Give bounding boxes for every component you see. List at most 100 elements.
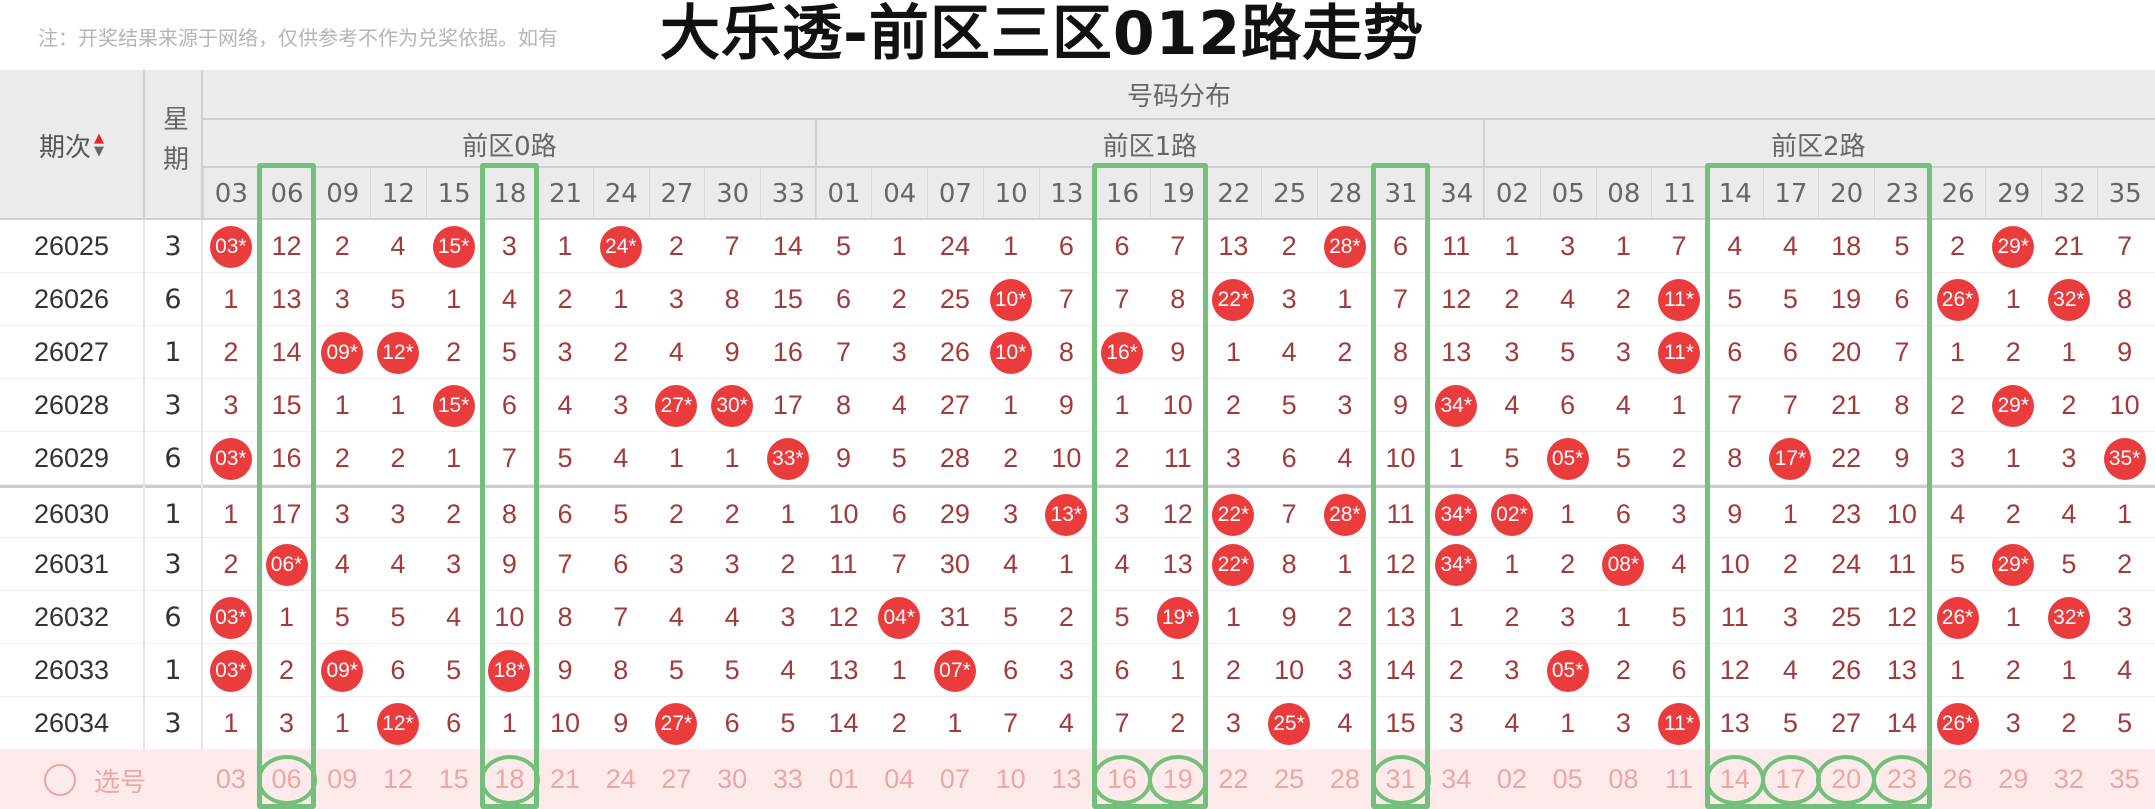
drawn-number-text: 10* bbox=[989, 331, 1032, 374]
miss-count-text: 4 bbox=[390, 549, 406, 579]
drawn-number-text: 32* bbox=[2047, 278, 2090, 321]
select-number[interactable]: 12 bbox=[382, 764, 413, 794]
select-number[interactable]: 01 bbox=[828, 764, 859, 794]
miss-count: 6 bbox=[1094, 644, 1150, 697]
select-number[interactable]: 32 bbox=[2053, 764, 2084, 794]
drawn-number: 05* bbox=[1540, 432, 1596, 485]
select-number[interactable]: 05 bbox=[1552, 764, 1583, 794]
miss-count: 6 bbox=[370, 644, 426, 697]
miss-count: 3 bbox=[1039, 644, 1095, 697]
miss-count: 4 bbox=[1596, 379, 1652, 432]
miss-count-text: 5 bbox=[1003, 602, 1019, 632]
miss-count: 1 bbox=[1651, 379, 1707, 432]
miss-count: 4 bbox=[983, 538, 1039, 591]
column-header: 01 bbox=[815, 168, 872, 220]
miss-count: 15 bbox=[1373, 697, 1429, 750]
period-header[interactable]: 期次 ▲ ▼ bbox=[0, 70, 143, 220]
miss-count-text: 3 bbox=[1003, 499, 1019, 529]
miss-count-text: 2 bbox=[1058, 602, 1074, 632]
miss-count: 8 bbox=[816, 379, 872, 432]
miss-count-text: 11 bbox=[1386, 499, 1415, 529]
radio-circle-icon[interactable] bbox=[44, 764, 76, 796]
miss-count-text: 7 bbox=[1170, 231, 1186, 261]
miss-count: 4 bbox=[370, 538, 426, 591]
drawn-number-text: 26* bbox=[1936, 278, 1979, 321]
miss-count-text: 6 bbox=[1393, 231, 1409, 261]
miss-count-text: 9 bbox=[836, 443, 852, 473]
select-number[interactable]: 35 bbox=[2109, 764, 2140, 794]
miss-count: 3 bbox=[1261, 273, 1317, 326]
miss-count: 1 bbox=[1094, 379, 1150, 432]
miss-count-text: 14 bbox=[828, 708, 859, 738]
miss-count-text: 3 bbox=[1504, 337, 1520, 367]
miss-count: 1 bbox=[593, 273, 649, 326]
miss-count: 14 bbox=[259, 326, 315, 379]
select-number[interactable]: 33 bbox=[772, 764, 803, 794]
select-number[interactable]: 15 bbox=[438, 764, 469, 794]
select-number[interactable]: 02 bbox=[1496, 764, 1527, 794]
select-number[interactable]: 30 bbox=[717, 764, 748, 794]
select-number[interactable]: 24 bbox=[605, 764, 636, 794]
miss-count-text: 7 bbox=[1393, 284, 1409, 314]
select-number[interactable]: 20 bbox=[1831, 764, 1862, 794]
drawn-number-text: 03* bbox=[209, 225, 252, 268]
select-number[interactable]: 06 bbox=[271, 764, 302, 794]
select-number[interactable]: 19 bbox=[1162, 764, 1193, 794]
select-number[interactable]: 10 bbox=[995, 764, 1026, 794]
select-number[interactable]: 34 bbox=[1441, 764, 1472, 794]
miss-count-text: 7 bbox=[1727, 390, 1743, 420]
miss-count: 10 bbox=[482, 591, 538, 644]
select-number[interactable]: 31 bbox=[1385, 764, 1416, 794]
select-number[interactable]: 26 bbox=[1942, 764, 1973, 794]
select-number[interactable]: 29 bbox=[1998, 764, 2029, 794]
select-number[interactable]: 25 bbox=[1274, 764, 1305, 794]
miss-count: 1 bbox=[2097, 488, 2153, 541]
select-number[interactable]: 11 bbox=[1665, 764, 1694, 794]
select-number[interactable]: 13 bbox=[1051, 764, 1082, 794]
miss-count: 4 bbox=[871, 379, 927, 432]
select-number[interactable]: 27 bbox=[661, 764, 692, 794]
select-number[interactable]: 16 bbox=[1107, 764, 1138, 794]
miss-count-text: 4 bbox=[334, 549, 350, 579]
drawn-number: 18* bbox=[482, 644, 538, 697]
miss-count: 3 bbox=[1763, 591, 1819, 644]
miss-count-text: 3 bbox=[223, 390, 239, 420]
miss-count-text: 1 bbox=[223, 499, 239, 529]
miss-count: 1 bbox=[1317, 273, 1373, 326]
period-cell: 26030 bbox=[33, 499, 110, 529]
sort-up-down-icon[interactable]: ▲ ▼ bbox=[94, 131, 104, 159]
drawn-number: 15* bbox=[426, 379, 482, 432]
drawn-number: 29* bbox=[1985, 538, 2041, 591]
miss-count-text: 1 bbox=[891, 231, 907, 261]
miss-count-text: 1 bbox=[446, 284, 462, 314]
select-number[interactable]: 14 bbox=[1719, 764, 1750, 794]
miss-count-text: 5 bbox=[1894, 231, 1910, 261]
select-number[interactable]: 28 bbox=[1329, 764, 1360, 794]
select-number[interactable]: 03 bbox=[215, 764, 246, 794]
select-number[interactable]: 08 bbox=[1608, 764, 1639, 794]
select-number[interactable]: 21 bbox=[550, 764, 581, 794]
miss-count-text: 6 bbox=[390, 655, 406, 685]
select-number[interactable]: 17 bbox=[1775, 764, 1806, 794]
miss-count: 3 bbox=[1206, 432, 1262, 485]
select-number[interactable]: 22 bbox=[1218, 764, 1249, 794]
select-number[interactable]: 04 bbox=[884, 764, 915, 794]
miss-count: 5 bbox=[1540, 326, 1596, 379]
miss-count: 6 bbox=[482, 379, 538, 432]
miss-count: 1 bbox=[1039, 538, 1095, 591]
miss-count: 13 bbox=[1707, 697, 1763, 750]
miss-count: 8 bbox=[1150, 273, 1206, 326]
miss-count-text: 9 bbox=[1281, 602, 1297, 632]
select-number[interactable]: 18 bbox=[494, 764, 525, 794]
select-number[interactable]: 23 bbox=[1886, 764, 1917, 794]
miss-count-text: 23 bbox=[1831, 499, 1862, 529]
column-header: 32 bbox=[2041, 168, 2097, 220]
drawn-number-text: 34* bbox=[1435, 493, 1478, 536]
drawn-number: 12* bbox=[370, 326, 426, 379]
miss-count-text: 6 bbox=[1671, 655, 1687, 685]
miss-count: 17 bbox=[259, 488, 315, 541]
select-number[interactable]: 07 bbox=[939, 764, 970, 794]
miss-count: 5 bbox=[983, 591, 1039, 644]
miss-count: 4 bbox=[2041, 488, 2097, 541]
select-number[interactable]: 09 bbox=[327, 764, 358, 794]
